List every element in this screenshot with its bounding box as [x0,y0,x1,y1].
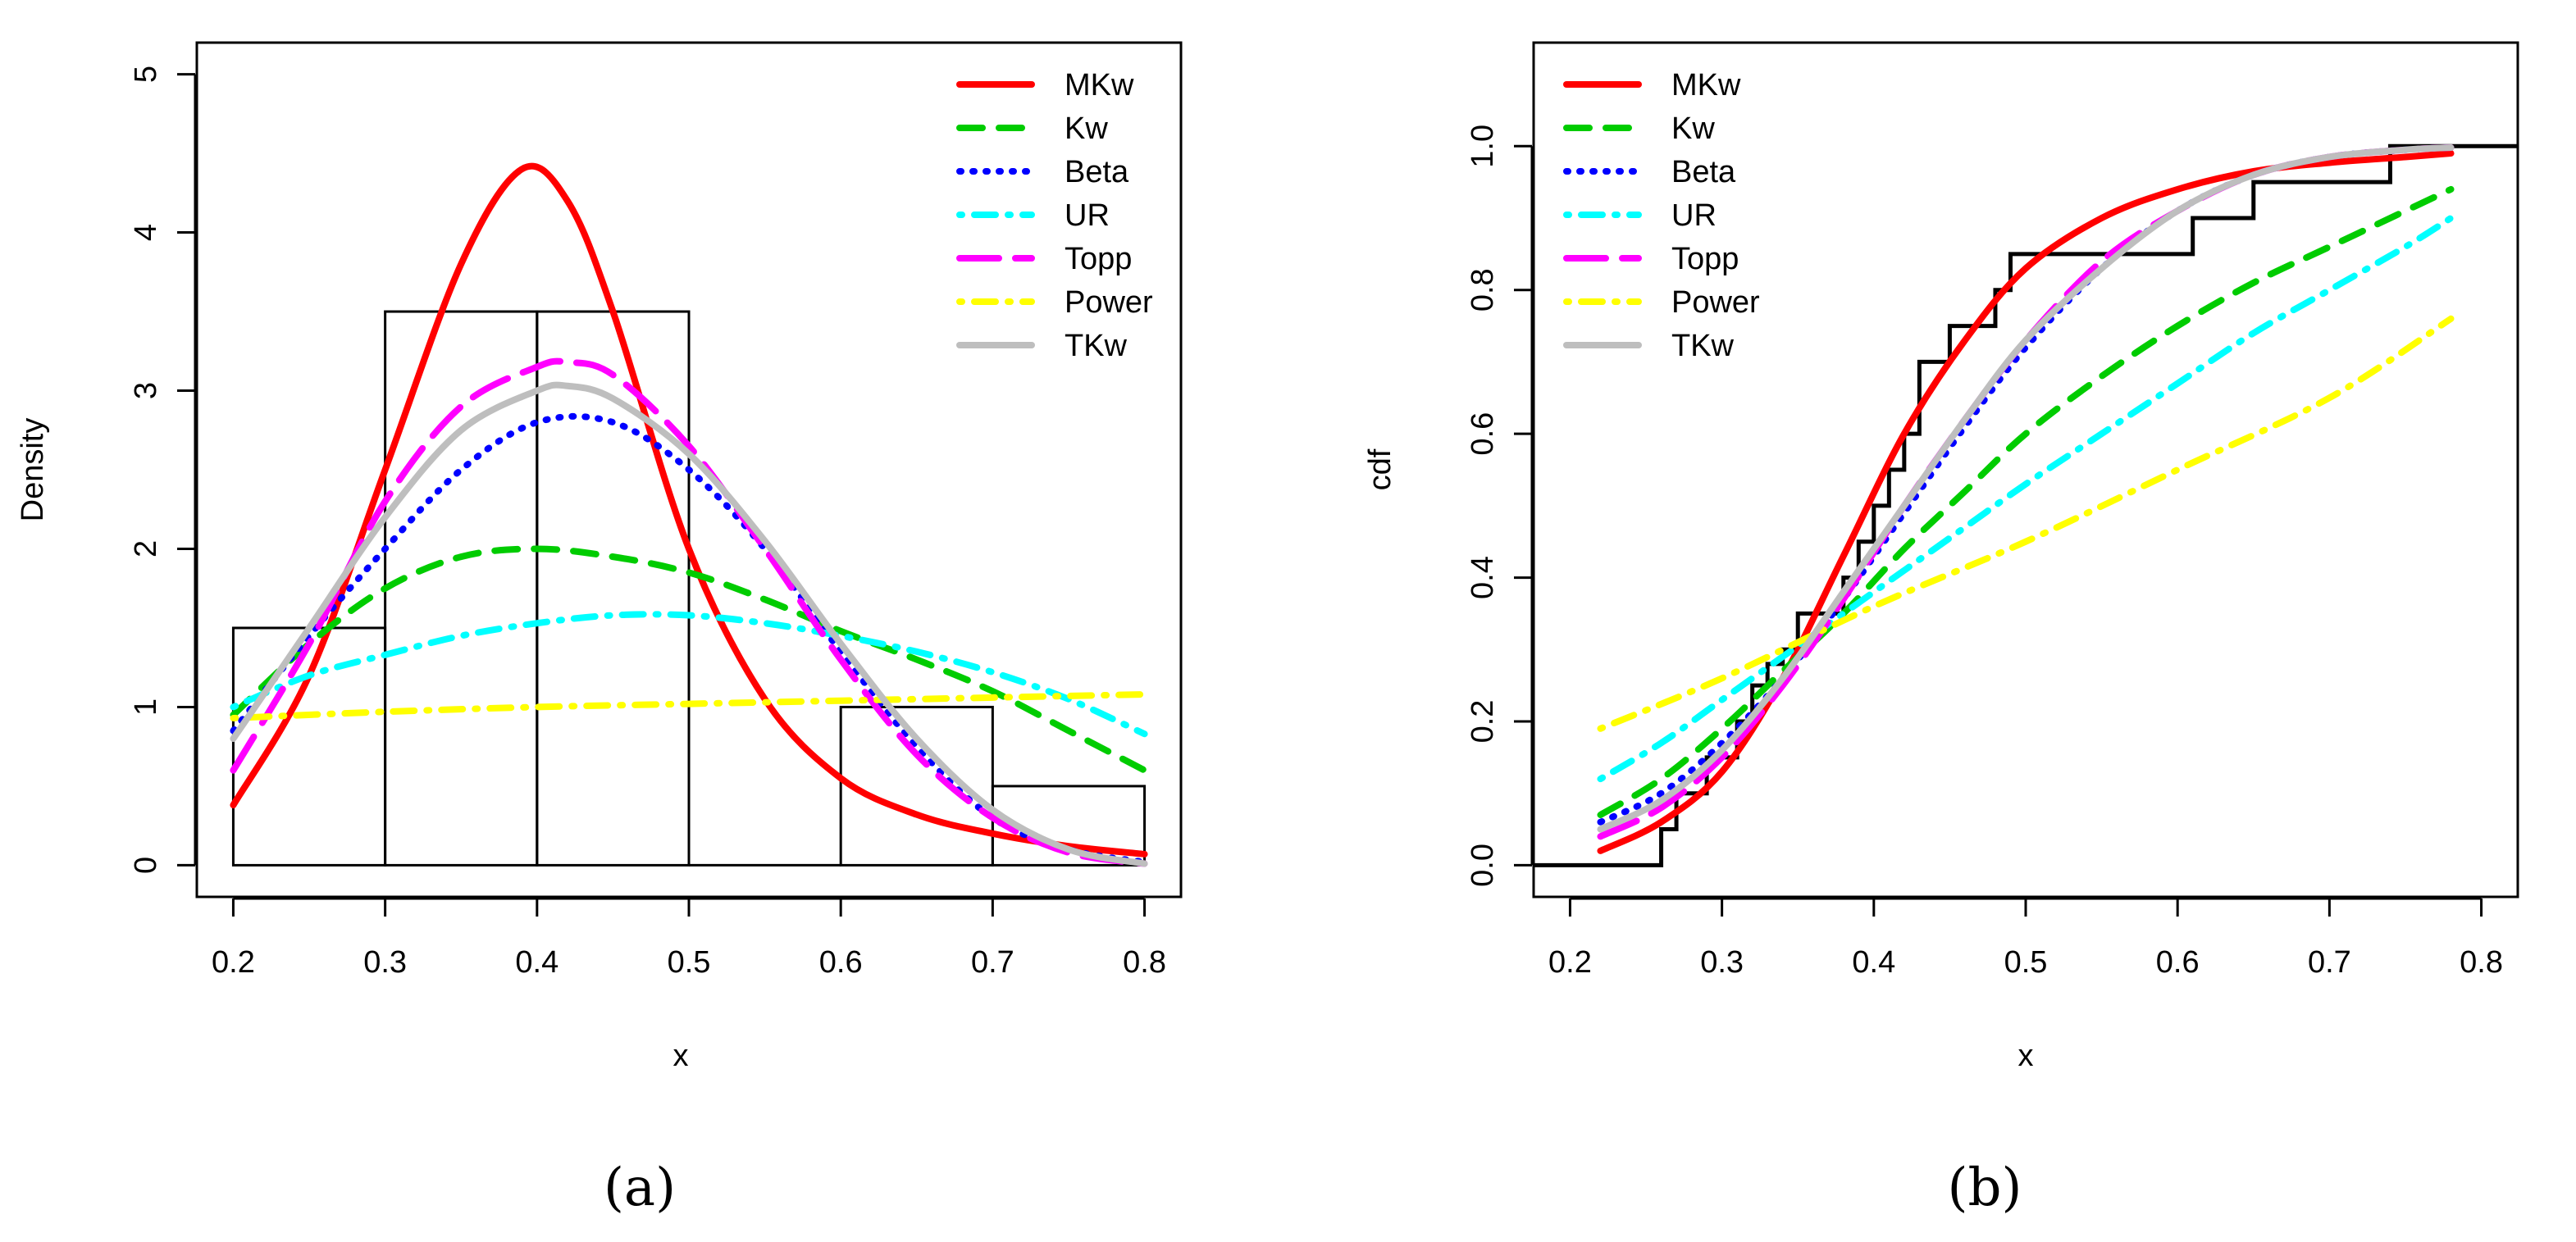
series-line-tkw [1597,144,2455,833]
x-tick-label: 0.5 [2004,945,2048,980]
legend-label-ur: UR [1065,198,1110,233]
x-tick-label: 0.5 [668,945,711,980]
legend-label-beta: Beta [1065,155,1129,189]
y-axis-title: cdf [1363,448,1397,490]
legend-label-kw: Kw [1065,111,1108,146]
chart-panel-1: 0.2 0.3 0.4 0.5 0.6 0.7 0.8 0 1 2 3 4 5 x Density MKw Kw… [16,41,1183,1218]
y-tick-label: 0.4 [1466,556,1500,599]
y-tick-label: 0.2 [1466,700,1500,744]
series-line-topp [230,357,1148,867]
legend-label-ur: UR [1671,198,1717,233]
y-axis-title: Density [16,418,50,522]
panel-caption: (b) [1948,1158,2022,1218]
series-line-mkw [230,162,1148,858]
legend-label-tkw: TKw [1065,329,1128,363]
x-tick-label: 0.6 [2156,945,2200,980]
x-tick-label: 0.7 [971,945,1014,980]
x-tick-label: 0.2 [1548,945,1592,980]
legend-label-beta: Beta [1671,155,1736,189]
plot-frame [195,41,1183,899]
legend-label-topp: Topp [1671,242,1739,276]
panel-caption: (a) [604,1158,676,1218]
histogram-bar [991,785,1147,867]
x-tick-label: 0.3 [363,945,407,980]
legend: MKw Kw Beta UR Topp Power TKw [1563,68,1760,363]
x-tick-label: 0.4 [515,945,559,980]
series-line-power [1597,315,2455,732]
y-tick-label: 0 [129,857,163,874]
x-tick-label: 0.7 [2308,945,2351,980]
y-tick-label: 0.8 [1466,268,1500,312]
series-line-ur [230,611,1148,738]
series-line-tkw [230,381,1148,867]
series-line-kw [1597,185,2455,819]
x-tick-label: 0.2 [212,945,255,980]
y-tick-label: 2 [129,540,163,557]
y-tick-label: 5 [129,66,163,83]
plot-frame [1532,41,2519,899]
series-line-beta [230,412,1148,866]
histogram-bar [839,705,994,867]
series-line-kw [230,545,1148,774]
x-tick-label: 0.3 [1700,945,1744,980]
legend-label-mkw: MKw [1671,68,1741,102]
legend-label-power: Power [1671,285,1760,320]
y-tick-label: 0.0 [1466,844,1500,887]
histogram-bar [231,626,387,867]
legend-label-topp: Topp [1065,242,1132,276]
x-tick-label: 0.8 [2460,945,2503,980]
legend-label-mkw: MKw [1065,68,1134,102]
y-tick-label: 1 [129,698,163,716]
series-line-ur [1597,215,2455,783]
legend-label-kw: Kw [1671,111,1715,146]
legend: MKw Kw Beta UR Topp Power TKw [956,68,1153,363]
y-tick-label: 0.6 [1466,412,1500,456]
histogram-bar [536,310,691,867]
x-axis-title: x [2018,1039,2034,1073]
chart-panel-2: 0.2 0.3 0.4 0.5 0.6 0.7 0.8 0.0 0.2 0.4 0.6 0.8 1.0 x… [1363,41,2519,1218]
y-tick-label: 1.0 [1466,125,1500,168]
x-axis-title: x [673,1039,689,1073]
y-tick-label: 4 [129,224,163,241]
x-tick-label: 0.8 [1123,945,1166,980]
legend-label-power: Power [1065,285,1153,320]
x-tick-label: 0.6 [819,945,863,980]
histogram-bar [384,310,539,867]
series-line-power [230,691,1148,721]
legend-label-tkw: TKw [1671,329,1735,363]
y-tick-label: 3 [129,382,163,399]
x-tick-label: 0.4 [1852,945,1895,980]
